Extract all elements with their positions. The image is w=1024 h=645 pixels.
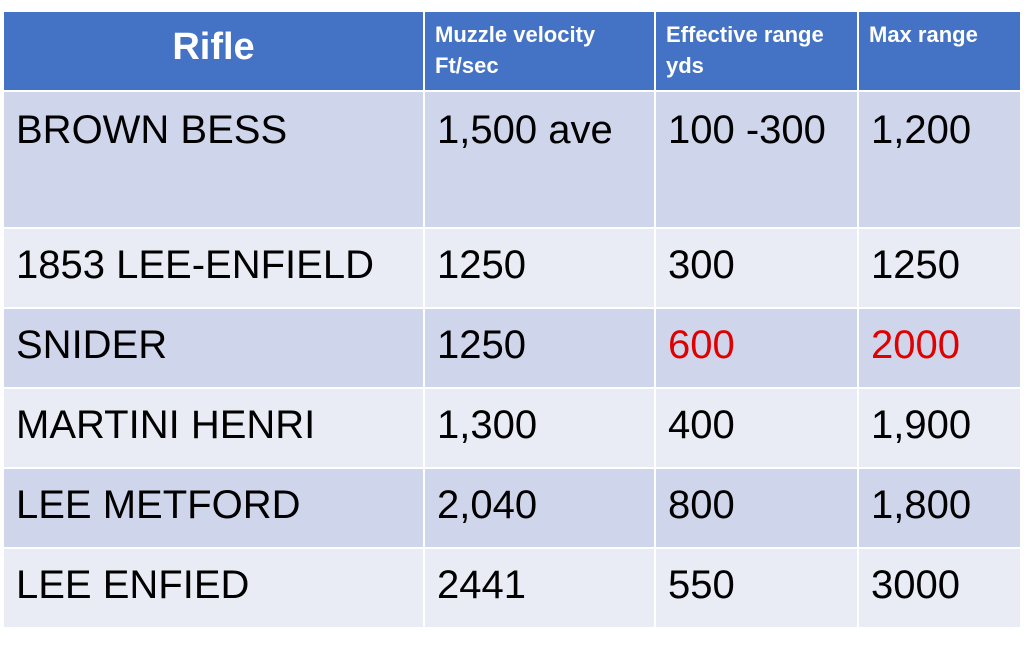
- header-muzzle-velocity-line2: Ft/sec: [435, 53, 499, 78]
- cell-rifle: BROWN BESS: [2, 90, 425, 229]
- cell-muzzle-velocity: 1250: [423, 307, 656, 389]
- cell-max-range-highlighted: 2000: [857, 307, 1022, 389]
- cell-effective-range: 400: [654, 387, 859, 469]
- header-row: Rifle Muzzle velocity Ft/sec Effective r…: [2, 10, 1022, 92]
- rifle-comparison-table: Rifle Muzzle velocity Ft/sec Effective r…: [2, 10, 1022, 629]
- cell-effective-range: 100 -300: [654, 90, 859, 229]
- header-rifle-label: Rifle: [172, 25, 255, 68]
- cell-muzzle-velocity: 1,300: [423, 387, 656, 469]
- cell-effective-range-highlighted: 600: [654, 307, 859, 389]
- table-row: LEE ENFIED 2441 550 3000: [2, 547, 1022, 629]
- cell-max-range: 1,900: [857, 387, 1022, 469]
- cell-effective-range: 800: [654, 467, 859, 549]
- table-row: BROWN BESS 1,500 ave 100 -300 1,200: [2, 90, 1022, 229]
- cell-muzzle-velocity: 1250: [423, 227, 656, 309]
- table-row: SNIDER 1250 600 2000: [2, 307, 1022, 389]
- cell-rifle: SNIDER: [2, 307, 425, 389]
- cell-rifle: 1853 LEE-ENFIELD: [2, 227, 425, 309]
- rifle-comparison-table-wrapper: Rifle Muzzle velocity Ft/sec Effective r…: [2, 10, 1022, 629]
- cell-effective-range: 550: [654, 547, 859, 629]
- cell-max-range: 1250: [857, 227, 1022, 309]
- cell-max-range: 3000: [857, 547, 1022, 629]
- header-rifle: Rifle: [2, 10, 425, 92]
- cell-effective-range: 300: [654, 227, 859, 309]
- cell-muzzle-velocity: 1,500 ave: [423, 90, 656, 229]
- header-effective-range: Effective range yds: [654, 10, 859, 92]
- header-muzzle-velocity: Muzzle velocity Ft/sec: [423, 10, 656, 92]
- cell-rifle: LEE ENFIED: [2, 547, 425, 629]
- header-max-range-label: Max range: [869, 22, 978, 47]
- table-row: LEE METFORD 2,040 800 1,800: [2, 467, 1022, 549]
- header-muzzle-velocity-line1: Muzzle velocity: [435, 22, 596, 47]
- table-row: MARTINI HENRI 1,300 400 1,900: [2, 387, 1022, 469]
- cell-max-range: 1,800: [857, 467, 1022, 549]
- cell-muzzle-velocity: 2441: [423, 547, 656, 629]
- header-effective-range-line1: Effective range: [666, 22, 824, 47]
- cell-max-range: 1,200: [857, 90, 1022, 229]
- cell-rifle: MARTINI HENRI: [2, 387, 425, 469]
- table-row: 1853 LEE-ENFIELD 1250 300 1250: [2, 227, 1022, 309]
- cell-muzzle-velocity: 2,040: [423, 467, 656, 549]
- cell-rifle: LEE METFORD: [2, 467, 425, 549]
- header-effective-range-line2: yds: [666, 53, 704, 78]
- header-max-range: Max range: [857, 10, 1022, 92]
